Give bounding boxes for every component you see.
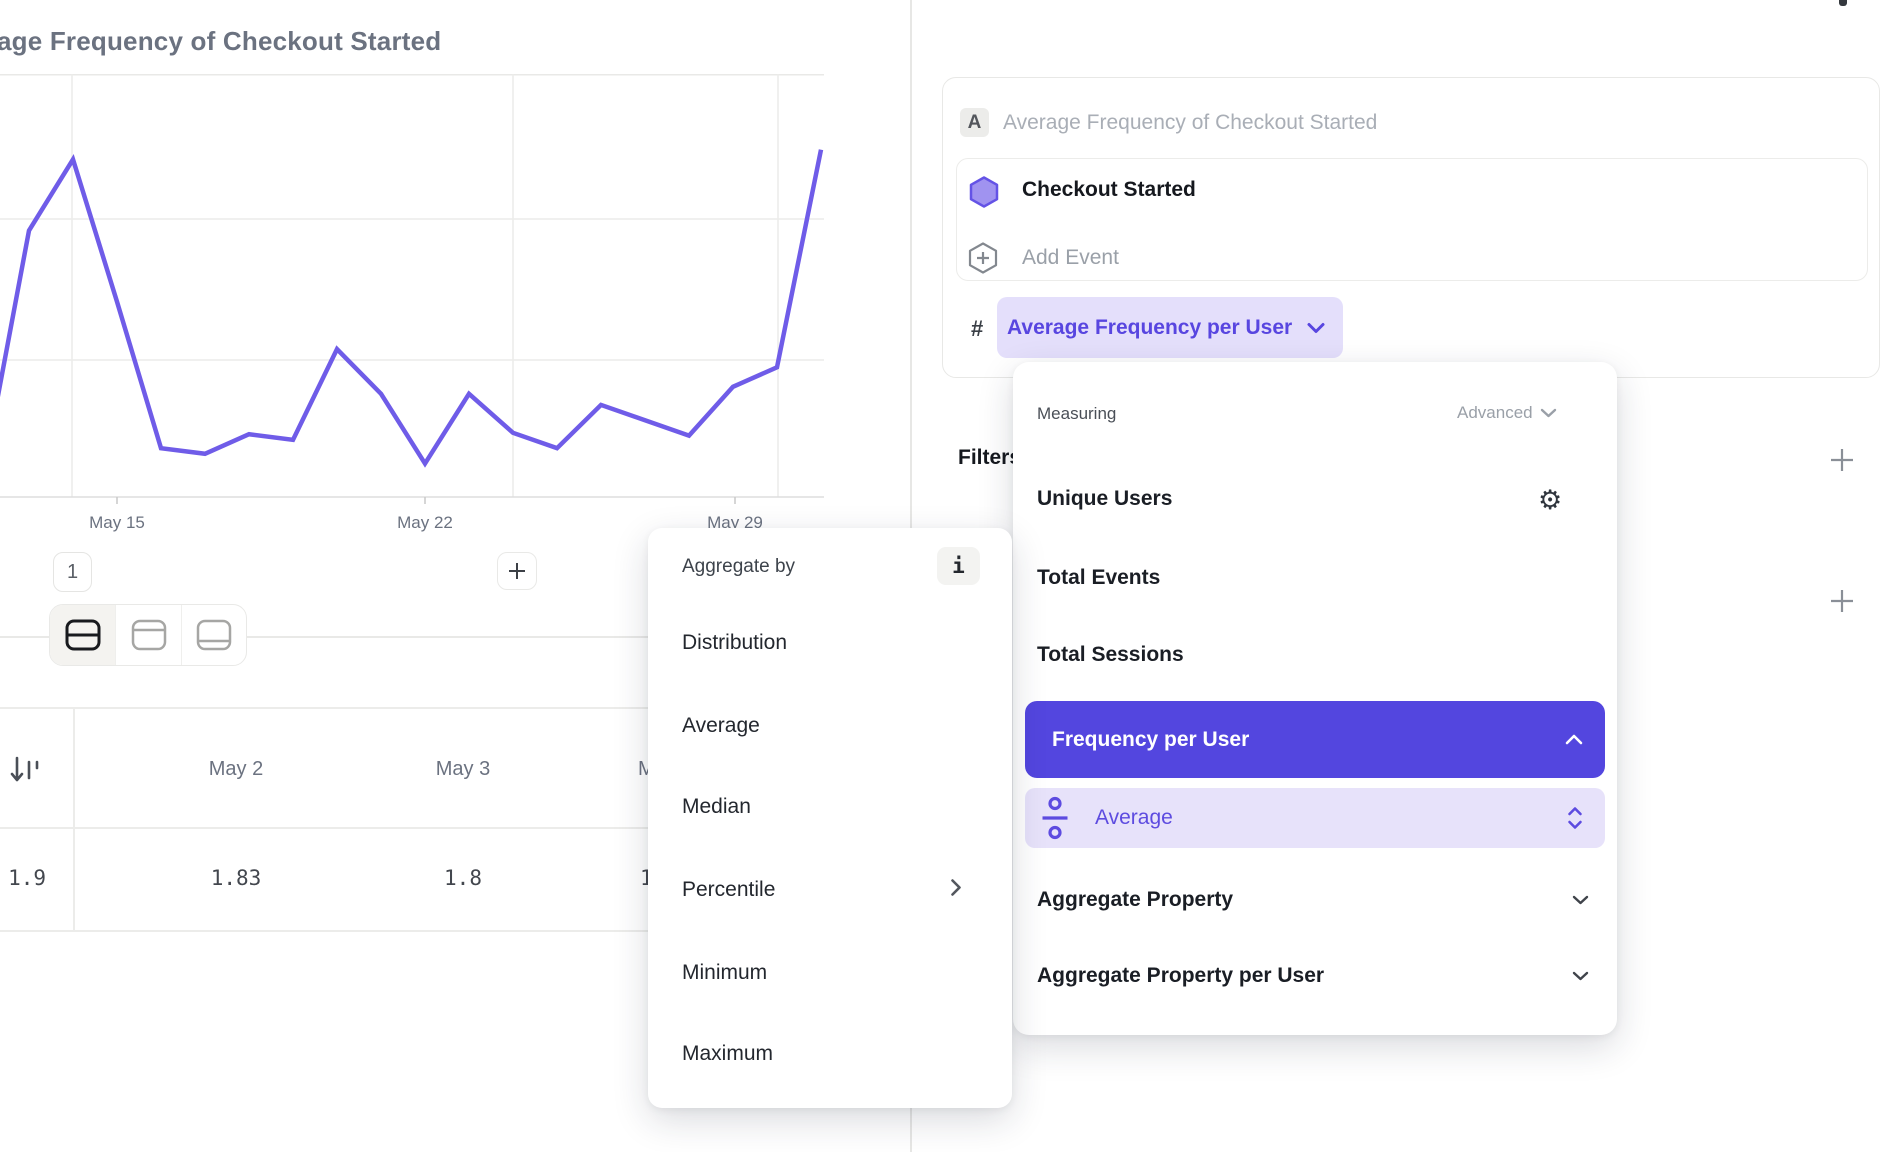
event-card	[956, 158, 1868, 281]
measuring-item-unique-users[interactable]: Unique Users	[1037, 487, 1173, 510]
chevron-down-icon	[1307, 322, 1325, 333]
advanced-label: Advanced	[1457, 403, 1533, 422]
table-cell-value: 1.8	[444, 866, 482, 890]
table-sort-button[interactable]	[8, 752, 42, 790]
advanced-toggle[interactable]: Advanced	[1457, 403, 1557, 423]
measure-dropdown-label: Average Frequency per User	[1007, 315, 1293, 339]
plus-icon	[1831, 449, 1853, 471]
aggregate-item-percentile[interactable]: Percentile	[682, 878, 776, 901]
bottom-bar-icon	[196, 619, 232, 651]
line-chart	[0, 74, 824, 504]
layout-toggle-group	[49, 604, 247, 666]
chevron-up-down-icon	[1568, 807, 1582, 829]
metric-name-input[interactable]: Average Frequency of Checkout Started	[1003, 111, 1378, 134]
aggregate-item-median[interactable]: Median	[682, 795, 751, 818]
measuring-item-aggregate-property-per-user[interactable]: Aggregate Property per User	[1037, 964, 1589, 988]
aggregate-item-average[interactable]: Average	[682, 714, 760, 737]
average-option-label: Average	[1095, 806, 1173, 829]
table-header-border	[0, 827, 910, 829]
metric-letter-badge: A	[960, 108, 989, 137]
table-column-separator	[73, 707, 75, 930]
plus-icon	[509, 563, 525, 579]
add-event-icon	[967, 241, 999, 275]
measuring-item-total-events[interactable]: Total Events	[1037, 566, 1161, 589]
measure-dropdown-button[interactable]: Average Frequency per User	[997, 297, 1343, 358]
aggregate-item-minimum[interactable]: Minimum	[682, 961, 768, 984]
chevron-up-icon	[1565, 734, 1583, 745]
layout-split-rows-button[interactable]	[50, 605, 116, 665]
layout-bottom-bar-button[interactable]	[180, 605, 246, 665]
aggregate-by-dropdown-panel	[648, 528, 1012, 1108]
add-event-button[interactable]: Add Event	[1022, 246, 1119, 269]
aggregate-property-per-user-label: Aggregate Property per User	[1037, 964, 1325, 987]
selected-item-label: Frequency per User	[1052, 727, 1250, 751]
top-bar-icon	[131, 619, 166, 651]
aggregate-item-maximum[interactable]: Maximum	[682, 1042, 774, 1065]
table-cell-value: 1.83	[210, 866, 262, 890]
chart-series-line	[0, 149, 824, 468]
aggregate-item-distribution[interactable]: Distribution	[682, 631, 788, 654]
table-header-may3[interactable]: May 3	[435, 758, 491, 780]
layout-top-bar-button[interactable]	[115, 605, 180, 665]
event-hexagon-icon	[968, 175, 1000, 209]
filters-heading: Filters	[958, 446, 1022, 469]
table-row-border	[0, 930, 910, 932]
chevron-down-icon	[1572, 895, 1589, 905]
chevron-down-icon	[1572, 971, 1589, 981]
add-breakdown-button[interactable]	[1829, 588, 1855, 614]
frequency-average-option[interactable]: Average	[1025, 788, 1605, 848]
aggregate-property-label: Aggregate Property	[1037, 888, 1234, 911]
series-count-input[interactable]: 1	[53, 552, 92, 592]
x-axis-tick: May 22	[397, 513, 453, 532]
add-filter-button[interactable]	[1829, 447, 1855, 473]
add-series-button[interactable]	[497, 552, 537, 590]
table-header-may2[interactable]: May 2	[208, 758, 264, 780]
section-divider	[0, 636, 910, 638]
split-rows-icon	[65, 619, 101, 651]
plus-icon	[1831, 590, 1853, 612]
measuring-item-aggregate-property[interactable]: Aggregate Property	[1037, 888, 1589, 912]
metrics-heading-clipped: Metrics	[952, 0, 1092, 6]
gear-icon[interactable]: ⚙	[1538, 485, 1563, 515]
clipped-icon	[1839, 0, 1847, 6]
chart-title: age Frequency of Checkout Started	[0, 26, 442, 56]
chevron-down-icon	[1540, 408, 1556, 418]
event-row-checkout-started[interactable]: Checkout Started	[1022, 178, 1196, 201]
x-axis-tick: May 15	[89, 513, 145, 532]
measuring-item-frequency-per-user-selected[interactable]: Frequency per User	[1025, 701, 1605, 778]
measuring-dropdown-panel	[1013, 362, 1617, 1035]
aggregate-by-label: Aggregate by	[682, 556, 796, 577]
info-icon[interactable]: i	[937, 547, 980, 585]
table-cell-value: 1.9	[8, 866, 46, 890]
table-top-border	[0, 707, 910, 709]
measuring-item-total-sessions[interactable]: Total Sessions	[1037, 643, 1184, 666]
chevron-right-icon	[950, 878, 962, 897]
chart-gridlines	[0, 74, 824, 504]
measure-hash-prefix: #	[971, 316, 984, 341]
x-axis-tick: May 29	[707, 513, 763, 532]
ratio-divide-icon	[1042, 796, 1068, 840]
measuring-label: Measuring	[1037, 404, 1117, 423]
sort-descending-icon	[10, 756, 39, 782]
